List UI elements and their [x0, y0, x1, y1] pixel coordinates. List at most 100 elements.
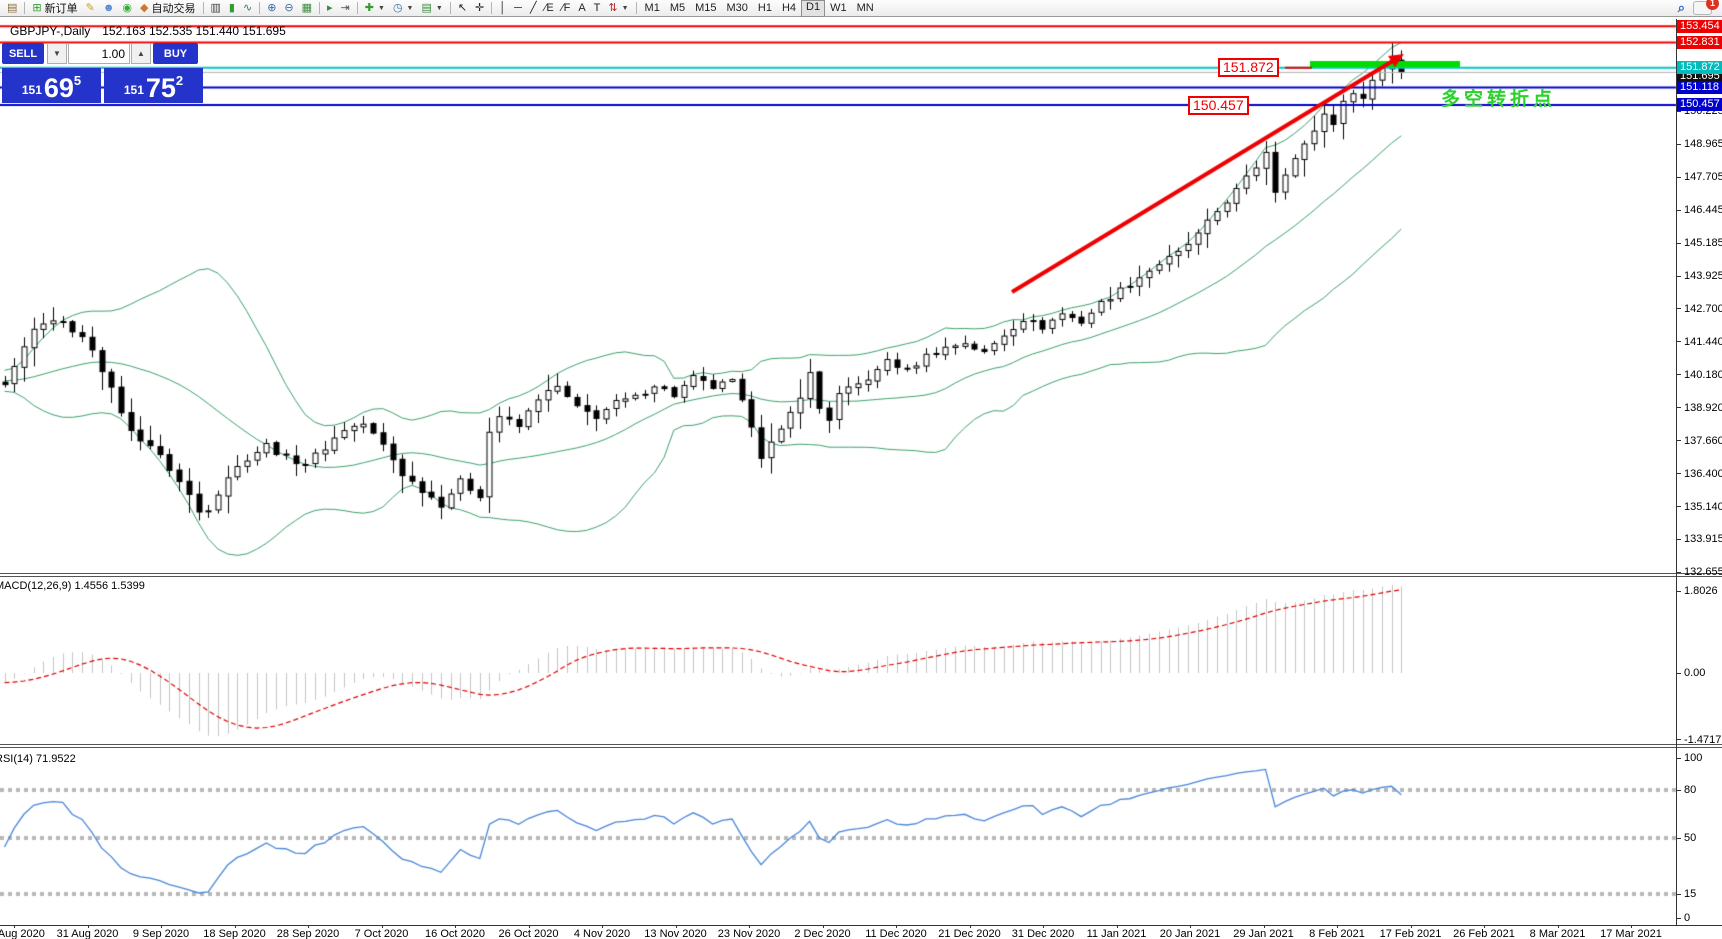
- search-icon[interactable]: ⌕: [1677, 0, 1685, 15]
- toolbar-right-group: ⌕ 1: [1678, 0, 1722, 16]
- timeframe-button-m15[interactable]: M15: [695, 1, 717, 14]
- rsi-name: RSI(14): [0, 753, 33, 765]
- chart-shift-button[interactable]: ⇥: [337, 0, 354, 16]
- trendline-icon: ╱: [529, 2, 537, 14]
- resistance-price-callout[interactable]: 151.872: [1218, 58, 1279, 77]
- date-label: 17 Mar 2021: [1600, 928, 1662, 939]
- date-axis-border: [0, 925, 1722, 926]
- volume-increase-button[interactable]: ▲: [131, 43, 151, 64]
- toolbar-separator: [24, 2, 26, 14]
- equidistant-channel-icon: ∕E: [544, 2, 554, 14]
- level-price-label: 153.454: [1677, 19, 1722, 33]
- bar-chart-button[interactable]: ▥: [207, 0, 225, 16]
- label-icon: T: [593, 2, 601, 14]
- date-axis[interactable]: 26 Aug 2020 31 Aug 2020 9 Sep 2020 18 Sep 2…: [0, 926, 1676, 939]
- chart-paint-button[interactable]: ✎: [82, 0, 99, 16]
- timeframe-button-m30[interactable]: M30: [726, 1, 748, 14]
- buy-price-display[interactable]: 151 75 2: [104, 68, 203, 103]
- date-label: 23 Nov 2020: [717, 928, 781, 939]
- buy-price-sup: 2: [175, 73, 184, 88]
- volume-decrease-button[interactable]: ▼: [47, 43, 67, 64]
- line-chart-icon: ∿: [242, 2, 253, 14]
- chevron-down-icon[interactable]: ▼: [406, 4, 414, 12]
- macd-rsi-separator[interactable]: [0, 744, 1722, 748]
- date-tick-mark: [455, 926, 456, 928]
- timeframe-button-h4[interactable]: H4: [781, 1, 797, 14]
- line-chart-button[interactable]: ∿: [239, 0, 256, 16]
- main-macd-separator[interactable]: [0, 573, 1722, 577]
- timeframe-button-d1[interactable]: D1: [801, 0, 826, 17]
- sell-price-prefix: 151: [21, 83, 42, 97]
- sell-price-display[interactable]: 151 69 5: [2, 68, 101, 103]
- chevron-down-icon[interactable]: ▼: [435, 4, 443, 12]
- arrows-button[interactable]: ⇅ ▼: [604, 0, 632, 16]
- sell-price-sup: 5: [73, 73, 82, 88]
- periods-button[interactable]: ◷ ▼: [389, 0, 418, 16]
- chevron-down-icon[interactable]: ▼: [621, 4, 629, 12]
- price-tick-mark: [1677, 209, 1681, 211]
- indicators-button[interactable]: ✚ ▼: [361, 0, 389, 16]
- cursor-button[interactable]: ↖: [454, 0, 471, 16]
- rsi-tick-mark: [1677, 789, 1681, 791]
- date-tick-mark: [14, 926, 15, 928]
- signal-button[interactable]: ◉: [118, 0, 136, 16]
- candlestick-chart-button[interactable]: ▮: [225, 0, 239, 16]
- date-label: 21 Dec 2020: [938, 928, 1001, 939]
- toolbar-separator: [491, 2, 493, 14]
- trendline-button[interactable]: ╱: [526, 0, 541, 16]
- date-label: 28 Sep 2020: [276, 928, 340, 939]
- sell-button[interactable]: SELL: [2, 43, 44, 64]
- market-watch-button[interactable]: ▤: [3, 0, 21, 16]
- tile-windows-button[interactable]: ▦: [298, 0, 316, 16]
- rsi-tick-mark: [1677, 917, 1681, 919]
- price-tick-mark: [1677, 242, 1681, 244]
- templates-button[interactable]: ▤ ▼: [417, 0, 446, 16]
- date-label: 31 Dec 2020: [1011, 928, 1075, 939]
- zoom-out-button[interactable]: ⊖: [280, 0, 297, 16]
- horizontal-line-button[interactable]: ─: [510, 0, 526, 16]
- date-tick-mark: [1116, 926, 1118, 928]
- zoom-in-button[interactable]: ⊕: [263, 0, 280, 16]
- toolbar-separator: [635, 2, 637, 14]
- price-tick-label: 143.925: [1684, 270, 1722, 283]
- chevron-down-icon[interactable]: ▼: [378, 4, 385, 12]
- equidistant-channel-button[interactable]: ∕E: [541, 0, 558, 16]
- timeframe-button-mn[interactable]: MN: [856, 1, 874, 14]
- price-tick-mark: [1677, 407, 1681, 409]
- notifications-icon[interactable]: 1: [1693, 0, 1719, 15]
- buy-button[interactable]: BUY: [153, 43, 198, 64]
- timeframe-button-m5[interactable]: M5: [669, 1, 686, 14]
- timeframe-button-w1[interactable]: W1: [830, 1, 847, 14]
- auto-scroll-button[interactable]: ▸: [323, 0, 337, 16]
- turning-point-annotation[interactable]: 多空转折点: [1441, 89, 1557, 110]
- level-price-label: 152.831: [1677, 36, 1722, 50]
- date-tick-mark: [87, 926, 89, 928]
- profile-button[interactable]: ☻: [99, 0, 119, 16]
- buy-price-prefix: 151: [123, 83, 144, 97]
- macd-values: 1.4556 1.5399: [74, 580, 145, 592]
- tile-windows-icon: ▦: [301, 2, 313, 14]
- crosshair-button[interactable]: ✛: [471, 0, 488, 16]
- timeframe-button-h1[interactable]: H1: [757, 1, 772, 14]
- autotrading-button[interactable]: ◆ 自动交易: [136, 0, 199, 16]
- fibonacci-button[interactable]: ∕F: [558, 0, 575, 16]
- new-order-button[interactable]: ⊞ 新订单: [28, 0, 81, 16]
- price-tick-label: 141.440: [1684, 335, 1722, 348]
- toolbar-separator: [259, 2, 261, 14]
- support-price-callout[interactable]: 150.457: [1188, 96, 1249, 115]
- date-label: 29 Jan 2021: [1233, 928, 1294, 939]
- date-label: 11 Dec 2020: [865, 928, 927, 939]
- price-axis[interactable]: 152.745151.485150.225148.965147.705146.4…: [1677, 0, 1722, 939]
- label-button[interactable]: T: [590, 0, 605, 16]
- price-tick-label: 145.185: [1684, 237, 1722, 250]
- price-axis-border: [1676, 19, 1677, 926]
- date-tick-mark: [1337, 926, 1338, 928]
- date-tick-mark: [381, 926, 383, 928]
- market-watch-icon: ▤: [7, 2, 18, 14]
- vertical-line-button[interactable]: │: [495, 0, 510, 16]
- price-tick-mark: [1677, 538, 1681, 540]
- timeframe-button-m1[interactable]: M1: [644, 1, 660, 14]
- volume-input[interactable]: [68, 43, 130, 64]
- text-button[interactable]: A: [574, 0, 589, 16]
